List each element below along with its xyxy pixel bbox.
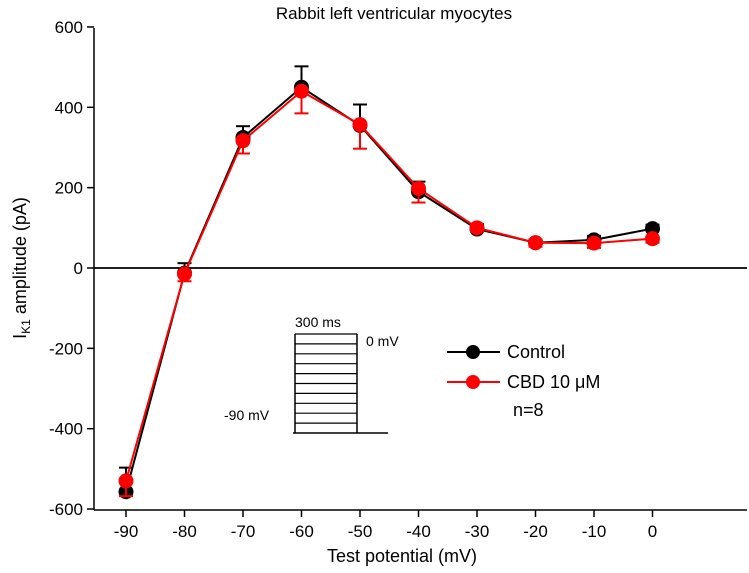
plot-frame — [93, 28, 747, 511]
data-point — [469, 220, 485, 236]
legend-marker-cbd — [466, 375, 480, 389]
chart-title: Rabbit left ventricular myocytes — [276, 4, 512, 23]
protocol-inset: 300 ms 0 mV -90 mV — [224, 314, 399, 434]
y-tick-label: 200 — [55, 179, 83, 198]
series-line — [125, 85, 653, 493]
legend-item-control: Control — [447, 342, 565, 362]
y-tick-label: -200 — [49, 339, 83, 358]
x-axis-title: Test potential (mV) — [327, 546, 477, 566]
series-cbd — [118, 83, 660, 498]
inset-top-voltage-label: 0 mV — [366, 333, 399, 349]
data-point — [586, 235, 602, 251]
n-label: n=8 — [513, 400, 544, 420]
legend-marker-control — [466, 345, 480, 359]
y-axis-title: IK1 amplitude (pA) — [10, 197, 33, 339]
series-line — [125, 90, 653, 482]
x-tick-label: -50 — [348, 522, 373, 541]
x-tick-label: -20 — [523, 522, 548, 541]
data-point — [235, 133, 251, 149]
y-axis-title-rest: amplitude (pA) — [10, 197, 30, 319]
data-point — [645, 231, 660, 247]
data-point — [528, 235, 543, 251]
inset-holding-voltage-label: -90 mV — [224, 407, 270, 423]
y-axis-ticks: -600 -400 -200 0 200 400 600 — [49, 18, 94, 519]
inset-duration-label: 300 ms — [295, 314, 341, 330]
data-point — [294, 83, 309, 99]
x-tick-label: -90 — [114, 522, 139, 541]
y-tick-label: 400 — [55, 98, 83, 117]
legend-label-control: Control — [507, 342, 565, 362]
y-tick-label: -400 — [49, 420, 83, 439]
series-layer — [118, 65, 660, 500]
x-tick-label: 0 — [648, 522, 657, 541]
inset-step-lines — [293, 333, 388, 434]
data-point — [118, 473, 134, 489]
x-tick-label: -30 — [465, 522, 490, 541]
x-tick-label: -70 — [231, 522, 256, 541]
legend-label-cbd: CBD 10 μM — [507, 372, 600, 392]
data-point — [352, 117, 368, 133]
y-tick-label: 600 — [55, 18, 83, 37]
data-point — [411, 180, 426, 196]
y-tick-label: -600 — [49, 500, 83, 519]
x-tick-label: -10 — [582, 522, 607, 541]
legend: Control CBD 10 μM n=8 — [447, 342, 600, 420]
legend-item-cbd: CBD 10 μM — [447, 372, 600, 392]
x-tick-label: -80 — [172, 522, 197, 541]
series-control — [118, 65, 660, 500]
y-tick-label: 0 — [74, 259, 83, 278]
y-axis-title-main: I — [10, 334, 30, 339]
x-tick-label: -60 — [289, 522, 314, 541]
y-axis-title-subscript: K1 — [19, 319, 33, 334]
x-axis-ticks: -90 -80 -70 -60 -50 -40 -30 -20 -10 0 — [114, 510, 657, 541]
data-point — [177, 266, 192, 282]
x-tick-label: -40 — [406, 522, 431, 541]
